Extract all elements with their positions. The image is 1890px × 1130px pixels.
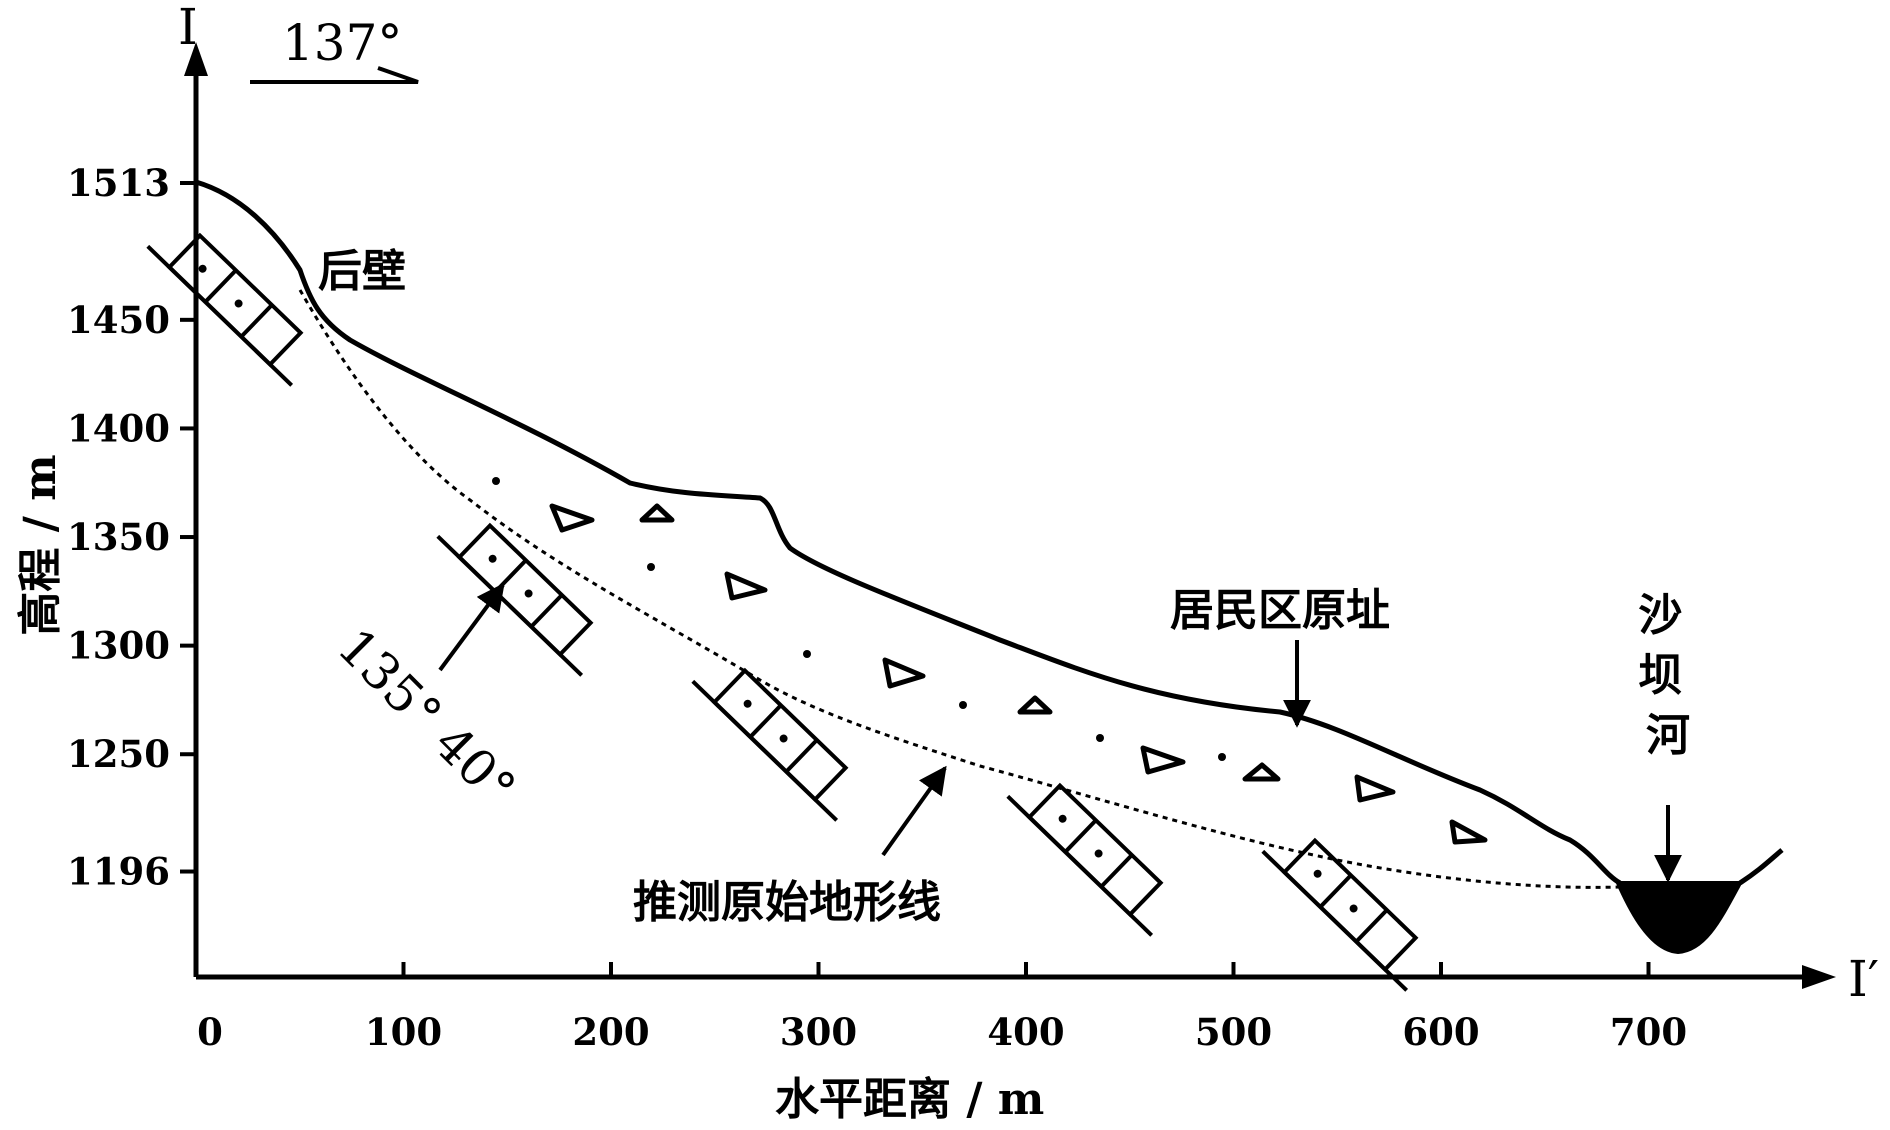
debris-triangle-icon bbox=[639, 503, 675, 523]
y-tick-label: 1196 bbox=[67, 850, 170, 894]
debris-dots bbox=[492, 477, 1226, 761]
y-tick-label: 1400 bbox=[67, 406, 170, 450]
debris-triangle-icon bbox=[724, 571, 768, 601]
debris-fill bbox=[549, 503, 1488, 845]
debris-triangle-icon bbox=[1449, 819, 1488, 845]
debris-triangle-icon bbox=[1140, 745, 1186, 775]
back-wall-label: 后壁 bbox=[318, 246, 406, 297]
section-end-label: I′ bbox=[1848, 950, 1879, 1008]
y-tick-label: 1250 bbox=[67, 732, 170, 776]
bedding-symbol bbox=[691, 667, 849, 822]
x-tick-label: 600 bbox=[1402, 1010, 1479, 1054]
x-axis-arrow-icon bbox=[1802, 965, 1836, 989]
debris-triangle-icon bbox=[1017, 695, 1053, 715]
direction-arrow-icon bbox=[250, 66, 419, 84]
bedding-symbol bbox=[1261, 837, 1419, 992]
x-tick-label: 200 bbox=[572, 1010, 649, 1054]
y-axis-arrow-icon bbox=[184, 42, 208, 76]
x-tick-label: 100 bbox=[365, 1010, 442, 1054]
former-settlement-label: 居民区原址 bbox=[1170, 585, 1390, 636]
section-start-label: I bbox=[178, 0, 198, 56]
bedding-symbol bbox=[1006, 782, 1164, 937]
y-axis-ticks: 1513 1450 1400 1350 1300 1250 1196 bbox=[67, 161, 196, 894]
direction-label: 137° bbox=[282, 14, 402, 72]
ground-surface-line bbox=[195, 179, 1622, 886]
river-label: 沙 坝 河 bbox=[1638, 590, 1697, 761]
debris-triangle-icon bbox=[549, 503, 595, 533]
dip-arrow bbox=[438, 582, 505, 672]
bedding-symbol bbox=[436, 522, 594, 677]
y-tick-label: 1513 bbox=[67, 161, 170, 205]
x-axis-ticks: 0 100 200 300 400 500 600 700 bbox=[194, 962, 1687, 1054]
debris-triangle-icon bbox=[1354, 774, 1396, 803]
debris-triangle-icon bbox=[882, 657, 926, 689]
bedding-symbol bbox=[146, 232, 304, 387]
x-tick-label: 700 bbox=[1610, 1010, 1687, 1054]
river-right-bank bbox=[1738, 848, 1784, 886]
original-terrain-label: 推测原始地形线 bbox=[633, 877, 941, 928]
debris-triangle-icon bbox=[1242, 762, 1281, 782]
y-tick-label: 1450 bbox=[67, 298, 170, 342]
river-channel bbox=[1614, 881, 1744, 955]
x-tick-label: 300 bbox=[780, 1010, 857, 1054]
original-terrain-line bbox=[298, 289, 1621, 889]
y-tick-label: 1300 bbox=[67, 624, 170, 668]
original-terrain-arrow bbox=[881, 765, 947, 857]
x-tick-label: 500 bbox=[1195, 1010, 1272, 1054]
dip-label: 135° 40° bbox=[327, 617, 527, 817]
x-tick-label: 0 bbox=[197, 1010, 223, 1054]
x-tick-label: 400 bbox=[987, 1010, 1064, 1054]
y-tick-label: 1350 bbox=[67, 515, 170, 559]
x-axis-title: 水平距离 / m bbox=[775, 1074, 1044, 1125]
y-axis-title: 高程 / m bbox=[15, 454, 66, 635]
